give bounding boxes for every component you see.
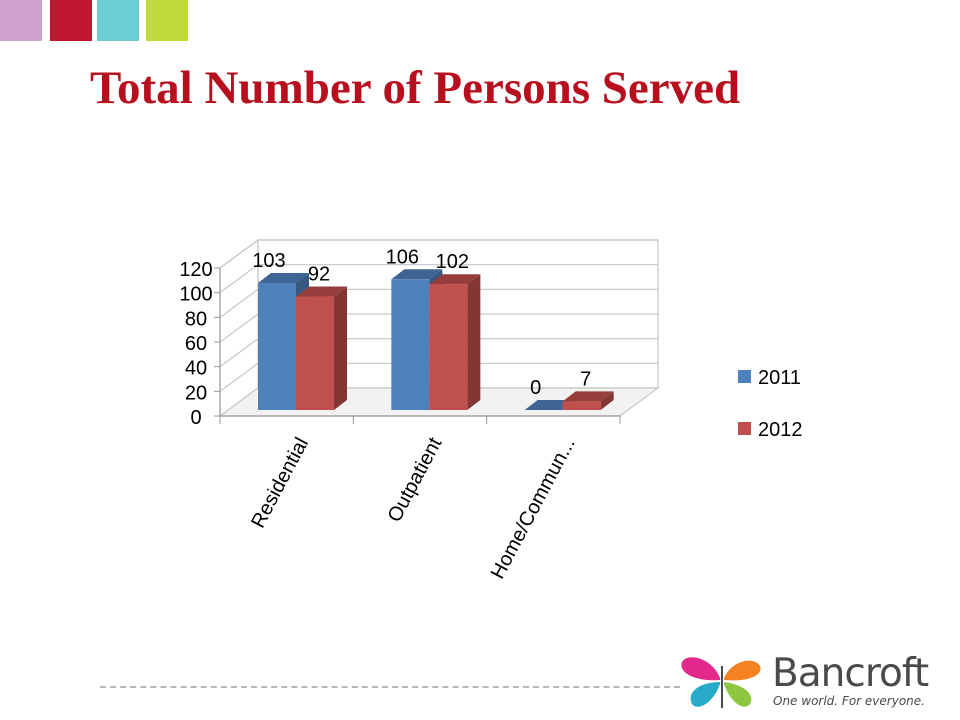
y-tick-label: 80 — [185, 308, 207, 330]
y-tick-label: 20 — [185, 382, 207, 404]
bar-2012-outpatient — [429, 274, 481, 410]
legend-label: 2011 — [758, 367, 801, 389]
data-labels: 103 92 106 102 0 7 — [252, 246, 591, 399]
legend: 2011 2012 — [738, 367, 803, 441]
footer-divider — [100, 686, 680, 688]
legend-item-2012: 2012 — [738, 419, 803, 441]
x-axis: Residential Outpatient Home/Commun... — [219, 415, 621, 583]
square-lilac — [0, 0, 42, 41]
data-label: 106 — [386, 246, 419, 268]
square-lime — [146, 0, 188, 41]
y-tick-label: 120 — [179, 259, 212, 281]
x-tick-label: Outpatient — [384, 434, 447, 526]
y-tick-label: 0 — [190, 407, 201, 429]
decorative-squares — [0, 0, 190, 41]
legend-swatch — [738, 370, 751, 383]
x-tick-label: Home/Commun... — [487, 434, 580, 583]
legend-item-2011: 2011 — [738, 367, 801, 389]
x-tick-label: Residential — [247, 434, 313, 532]
data-label: 0 — [530, 377, 541, 399]
slide-title: Total Number of Persons Served — [90, 62, 741, 114]
gridline — [219, 264, 658, 294]
data-label: 92 — [308, 264, 330, 286]
square-red — [50, 0, 92, 41]
y-tick-label: 40 — [185, 358, 207, 380]
butterfly-icon — [681, 657, 761, 708]
legend-label: 2012 — [758, 419, 803, 441]
y-tick-label: 60 — [185, 333, 207, 355]
data-label: 103 — [252, 250, 285, 272]
bars — [258, 269, 614, 410]
gridline — [219, 239, 658, 269]
bar-2012-homecommun — [562, 391, 614, 410]
square-teal — [97, 0, 139, 41]
data-label: 102 — [436, 251, 469, 273]
logo-tagline: One world. For everyone. — [773, 694, 925, 708]
logo-name: Bancroft — [772, 651, 929, 696]
legend-swatch — [738, 422, 751, 435]
bancroft-logo: Bancroft One world. For everyone. — [676, 648, 956, 714]
y-tick-label: 100 — [179, 284, 212, 306]
bar-2012-residential — [296, 286, 347, 410]
data-label: 7 — [580, 368, 591, 390]
